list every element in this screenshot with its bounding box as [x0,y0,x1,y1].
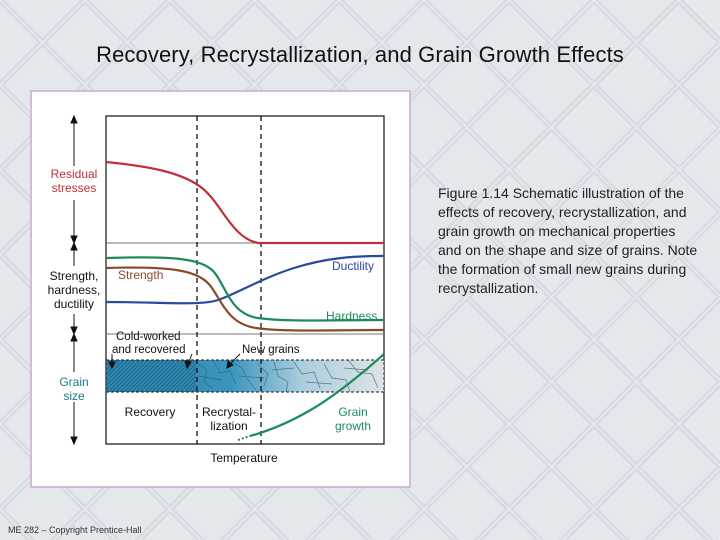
slide-title: Recovery, Recrystallization, and Grain G… [96,42,624,67]
label-residual-1: Residual [51,167,98,181]
grain-strip [105,359,385,393]
footer-copyright: ME 282 – Copyright Prentice-Hall [8,525,142,535]
label-props-2: hardness, [48,283,101,297]
figure-caption: Figure 1.14 Schematic illustration of th… [438,185,698,296]
hardness-curve [105,256,385,322]
label-props-1: Strength, [50,269,99,283]
label-hardness: Hardness [326,309,377,323]
pointer-arrows [108,353,241,370]
label-ductility: Ductility [332,259,374,273]
label-recovery: Recovery [125,405,176,419]
label-new-grains: New grains [242,344,300,356]
axis-arrows [70,114,78,446]
figure-diagram: Residual stresses Strength, hardness, du… [48,114,385,465]
label-grain-growth-1: Grain [338,405,367,419]
label-grain-size-2: size [63,389,85,403]
label-grain-growth-2: growth [335,419,371,433]
figure-frame: Residual stresses Strength, hardness, du… [30,90,411,488]
label-recrystallization-2: lization [210,419,247,433]
grain-growth-curve [249,353,385,438]
label-strength: Strength [118,268,163,282]
label-grain-size-1: Grain [59,375,88,389]
label-temperature: Temperature [210,451,278,465]
ductility-curve [105,254,385,305]
label-cold-worked-2: and recovered [112,344,186,356]
label-props-3: ductility [54,297,94,311]
residual-stress-curve [105,160,384,245]
label-recrystallization-1: Recrystal- [202,405,256,419]
strength-curve [105,266,385,332]
label-cold-worked-1: Cold-worked [116,331,181,343]
label-residual-2: stresses [52,181,97,195]
